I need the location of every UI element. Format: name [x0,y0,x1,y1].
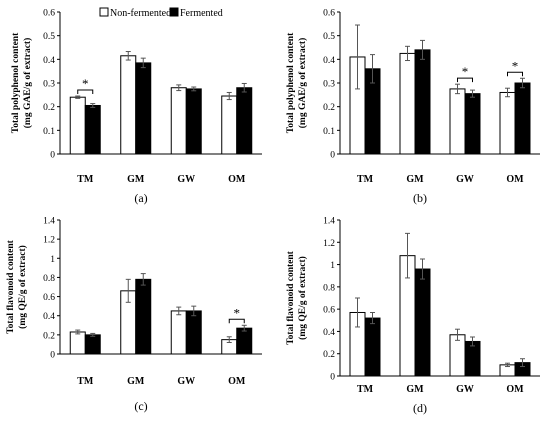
y-axis-label: Total flavonoid content (mg QE/g of extra… [6,239,28,333]
significance-bracket [228,318,245,324]
y-tick-label: 1 [50,255,55,265]
x-category-label: TM [357,384,374,395]
bar-fermented-gm [414,268,431,377]
bar-fermented-gm [135,62,152,155]
bar-fermented-gw [185,88,202,155]
y-axis-label: Total polyphenol content (mg GAE/g of ext… [286,32,308,133]
x-category-label: GW [177,174,195,185]
y-tick-label: 0.2 [323,103,335,113]
significance-marker: * [234,305,241,320]
y-tick-label: 0.8 [43,274,55,284]
x-category-label: GM [127,376,145,387]
x-category-label: OM [506,174,524,185]
chart-panel-4: 0 0.2 0.4 0.6 0.8 1 1.2 1.4 Total flavonoid cont… [286,217,540,415]
y-tick-label: 0.6 [323,306,335,316]
bar-non-fermented-om [499,91,516,155]
x-category-label: OM [506,384,524,395]
x-category-label: GW [456,174,474,185]
panel-label: (d) [413,401,427,415]
bar-non-fermented-tm [69,331,86,355]
y-tick-label: 0.6 [43,9,55,19]
bar-non-fermented-gw [170,87,187,155]
bar-fermented-gm [135,278,152,355]
significance-bracket [77,89,94,95]
y-tick-label: 1 [330,261,335,271]
y-tick-label: 0 [330,151,335,161]
y-tick-label: 0.4 [43,312,55,322]
bar-fermented-gw [464,93,481,155]
chart-panel-1: 0 0.1 0.2 0.3 0.4 0.5 0.6 Total polyphenol cont… [11,9,262,205]
y-axis-label: Total polyphenol content (mg GAE/g of ext… [11,32,33,133]
bar-fermented-tm [84,104,101,155]
bar-fermented-gm [414,49,431,155]
y-tick-label: 0.1 [43,127,55,137]
y-tick-label: 0.3 [43,80,55,90]
bar-non-fermented-gw [449,334,466,377]
y-tick-label: 0.3 [323,80,335,90]
significance-marker: * [82,76,89,91]
bar-non-fermented-gw [170,310,187,355]
bar-fermented-gw [464,340,481,377]
significance-bracket [457,77,473,83]
x-category-label: OM [228,376,246,387]
x-category-label: GW [456,384,474,395]
y-tick-label: 0 [330,373,335,383]
y-tick-label: 0.2 [43,331,55,341]
panel-label: (a) [134,191,147,205]
bar-fermented-tm [84,334,101,355]
y-tick-label: 0.6 [43,293,55,303]
bar-non-fermented-gm [399,52,416,155]
bar-non-fermented-gw [449,88,466,155]
legend-label-fermented: Fermented [180,8,223,19]
x-category-label: GM [406,384,424,395]
y-axis-label: Total flavonoid content (mg QE/g of extra… [286,250,308,344]
significance-marker: * [462,64,469,79]
panel-label: (c) [134,399,147,413]
bar-fermented-om [236,327,253,355]
y-tick-label: 0.8 [323,283,335,293]
bar-fermented-om [514,82,531,155]
y-tick-label: 0.4 [323,328,335,338]
chart-panel-3: 0 0.2 0.4 0.6 0.8 1 1.2 1.4 Total flavonoid cont… [6,217,262,413]
y-tick-label: 0.6 [323,9,335,19]
y-tick-label: 0.4 [323,56,335,66]
bar-non-fermented-gm [120,55,137,155]
y-tick-label: 1.4 [43,217,55,227]
bar-non-fermented-om [221,95,238,155]
y-tick-label: 0.2 [323,350,335,360]
bar-fermented-gw [185,310,202,355]
significance-bracket [507,71,523,77]
y-tick-label: 0.4 [43,56,55,66]
bar-fermented-tm [364,317,381,377]
panel-label: (b) [413,191,427,205]
y-tick-label: 1.4 [323,217,335,227]
x-category-label: TM [357,174,374,185]
x-category-label: OM [228,174,246,185]
legend-swatch-non-fermented [99,7,109,17]
bar-non-fermented-tm [69,96,86,155]
significance-marker: * [512,58,519,73]
y-tick-label: 0.5 [43,32,55,42]
chart-panel-2: 0 0.1 0.2 0.3 0.4 0.5 0.6 Total polyphenol cont… [286,9,540,205]
x-category-label: TM [77,376,94,387]
x-category-label: GM [406,174,424,185]
y-tick-label: 0.5 [323,32,335,42]
y-tick-label: 1.2 [43,236,55,246]
y-tick-label: 0 [50,351,55,361]
y-tick-label: 0 [50,151,55,161]
y-tick-label: 0.1 [323,127,335,137]
legend-label-non-fermented: Non-fermented [110,8,171,19]
y-tick-label: 1.2 [323,239,335,249]
x-category-label: GM [127,174,145,185]
y-tick-label: 0.2 [43,103,55,113]
x-category-label: GW [177,376,195,387]
x-category-label: TM [77,174,94,185]
legend: Non-fermented Fermented [99,7,223,19]
bar-fermented-om [236,87,253,155]
legend-swatch-fermented [169,7,179,17]
